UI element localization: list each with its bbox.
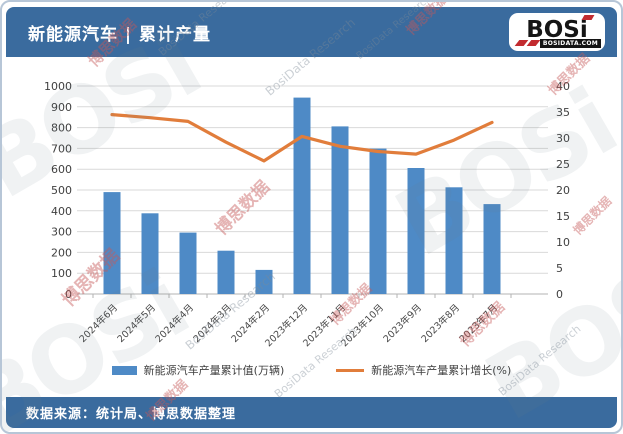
chart-legend: 新能源汽车产量累计值(万辆) 新能源汽车产量累计增长(%)	[2, 362, 621, 378]
right-axis-tick-label: 0	[556, 288, 563, 301]
bar-2023年8月	[445, 187, 463, 294]
right-axis-tick-label: 30	[556, 132, 570, 145]
growth-line	[110, 112, 494, 163]
right-axis-tick-label: 5	[556, 262, 563, 275]
bosi-logo: BOSi BOSIDATA.COM	[509, 13, 605, 51]
left-axis-tick-label: 600	[51, 163, 72, 176]
legend-label-production: 新能源汽车产量累计值(万辆)	[143, 364, 285, 377]
bar-2023年12月	[293, 97, 311, 294]
left-axis-tick-label: 100	[51, 267, 72, 280]
left-axis-tick-label: 500	[51, 184, 72, 197]
left-axis-tick-label: 400	[51, 205, 72, 218]
left-axis-tick-label: 900	[51, 101, 72, 114]
legend-item-growth: 新能源汽车产量累计增长(%)	[336, 362, 511, 378]
data-source-text: 数据来源：统计局、博思数据整理	[26, 407, 237, 422]
x-axis-category-label: 2024年6月	[77, 302, 120, 345]
page-title: 新能源汽车 | 累计产量	[28, 24, 212, 45]
right-axis-tick-label: 25	[556, 158, 570, 171]
bar-2024年6月	[103, 192, 121, 294]
x-axis-category-label: 2024年4月	[153, 302, 196, 345]
bosi-logo-domain: BOSIDATA.COM	[539, 39, 601, 48]
bar-2024年4月	[179, 232, 197, 294]
bar-2024年3月	[217, 250, 235, 294]
x-axis-category-label: 2023年7月	[457, 302, 500, 345]
left-axis-tick-label: 1000	[44, 80, 72, 93]
header-bar: 新能源汽车 | 累计产量 BOSi BOSIDATA.COM	[6, 7, 617, 57]
x-axis-category-label: 2024年5月	[115, 302, 158, 345]
bosi-logo-text: BOSi	[526, 17, 588, 43]
x-axis-category-label: 2024年3月	[191, 302, 234, 345]
bar-2024年5月	[141, 213, 159, 294]
combo-chart: 0 100 200 300 400 500 600 700 800 900 1000 0 5 10 15 20…	[44, 80, 570, 349]
footer-bar: 数据来源：统计局、博思数据整理	[6, 397, 617, 428]
x-axis-category-label: 2023年9月	[381, 302, 424, 345]
left-axis-tick-label: 800	[51, 122, 72, 135]
left-axis-tick-label: 700	[51, 142, 72, 155]
legend-label-growth: 新能源汽车产量累计增长(%)	[371, 364, 512, 377]
bar-2023年7月	[483, 204, 501, 294]
left-axis-tick-label: 300	[51, 226, 72, 239]
left-axis-tick-label: 0	[65, 288, 72, 301]
right-axis-tick-label: 15	[556, 210, 570, 223]
bar-2024年2月	[255, 269, 273, 294]
bar-series-swatch	[111, 365, 137, 375]
line-series-swatch	[336, 368, 365, 372]
x-axis-category-label: 2023年8月	[419, 302, 462, 345]
right-axis-tick-label: 10	[556, 236, 570, 249]
bar-2023年10月	[369, 148, 387, 294]
bar-2023年9月	[407, 168, 425, 294]
right-axis-tick-label: 35	[556, 106, 570, 119]
right-axis-tick-label: 40	[556, 80, 570, 93]
left-axis-tick-label: 200	[51, 246, 72, 259]
bar-2023年11月	[331, 126, 349, 295]
right-axis-tick-label: 20	[556, 184, 570, 197]
legend-item-production: 新能源汽车产量累计值(万辆)	[111, 362, 285, 378]
